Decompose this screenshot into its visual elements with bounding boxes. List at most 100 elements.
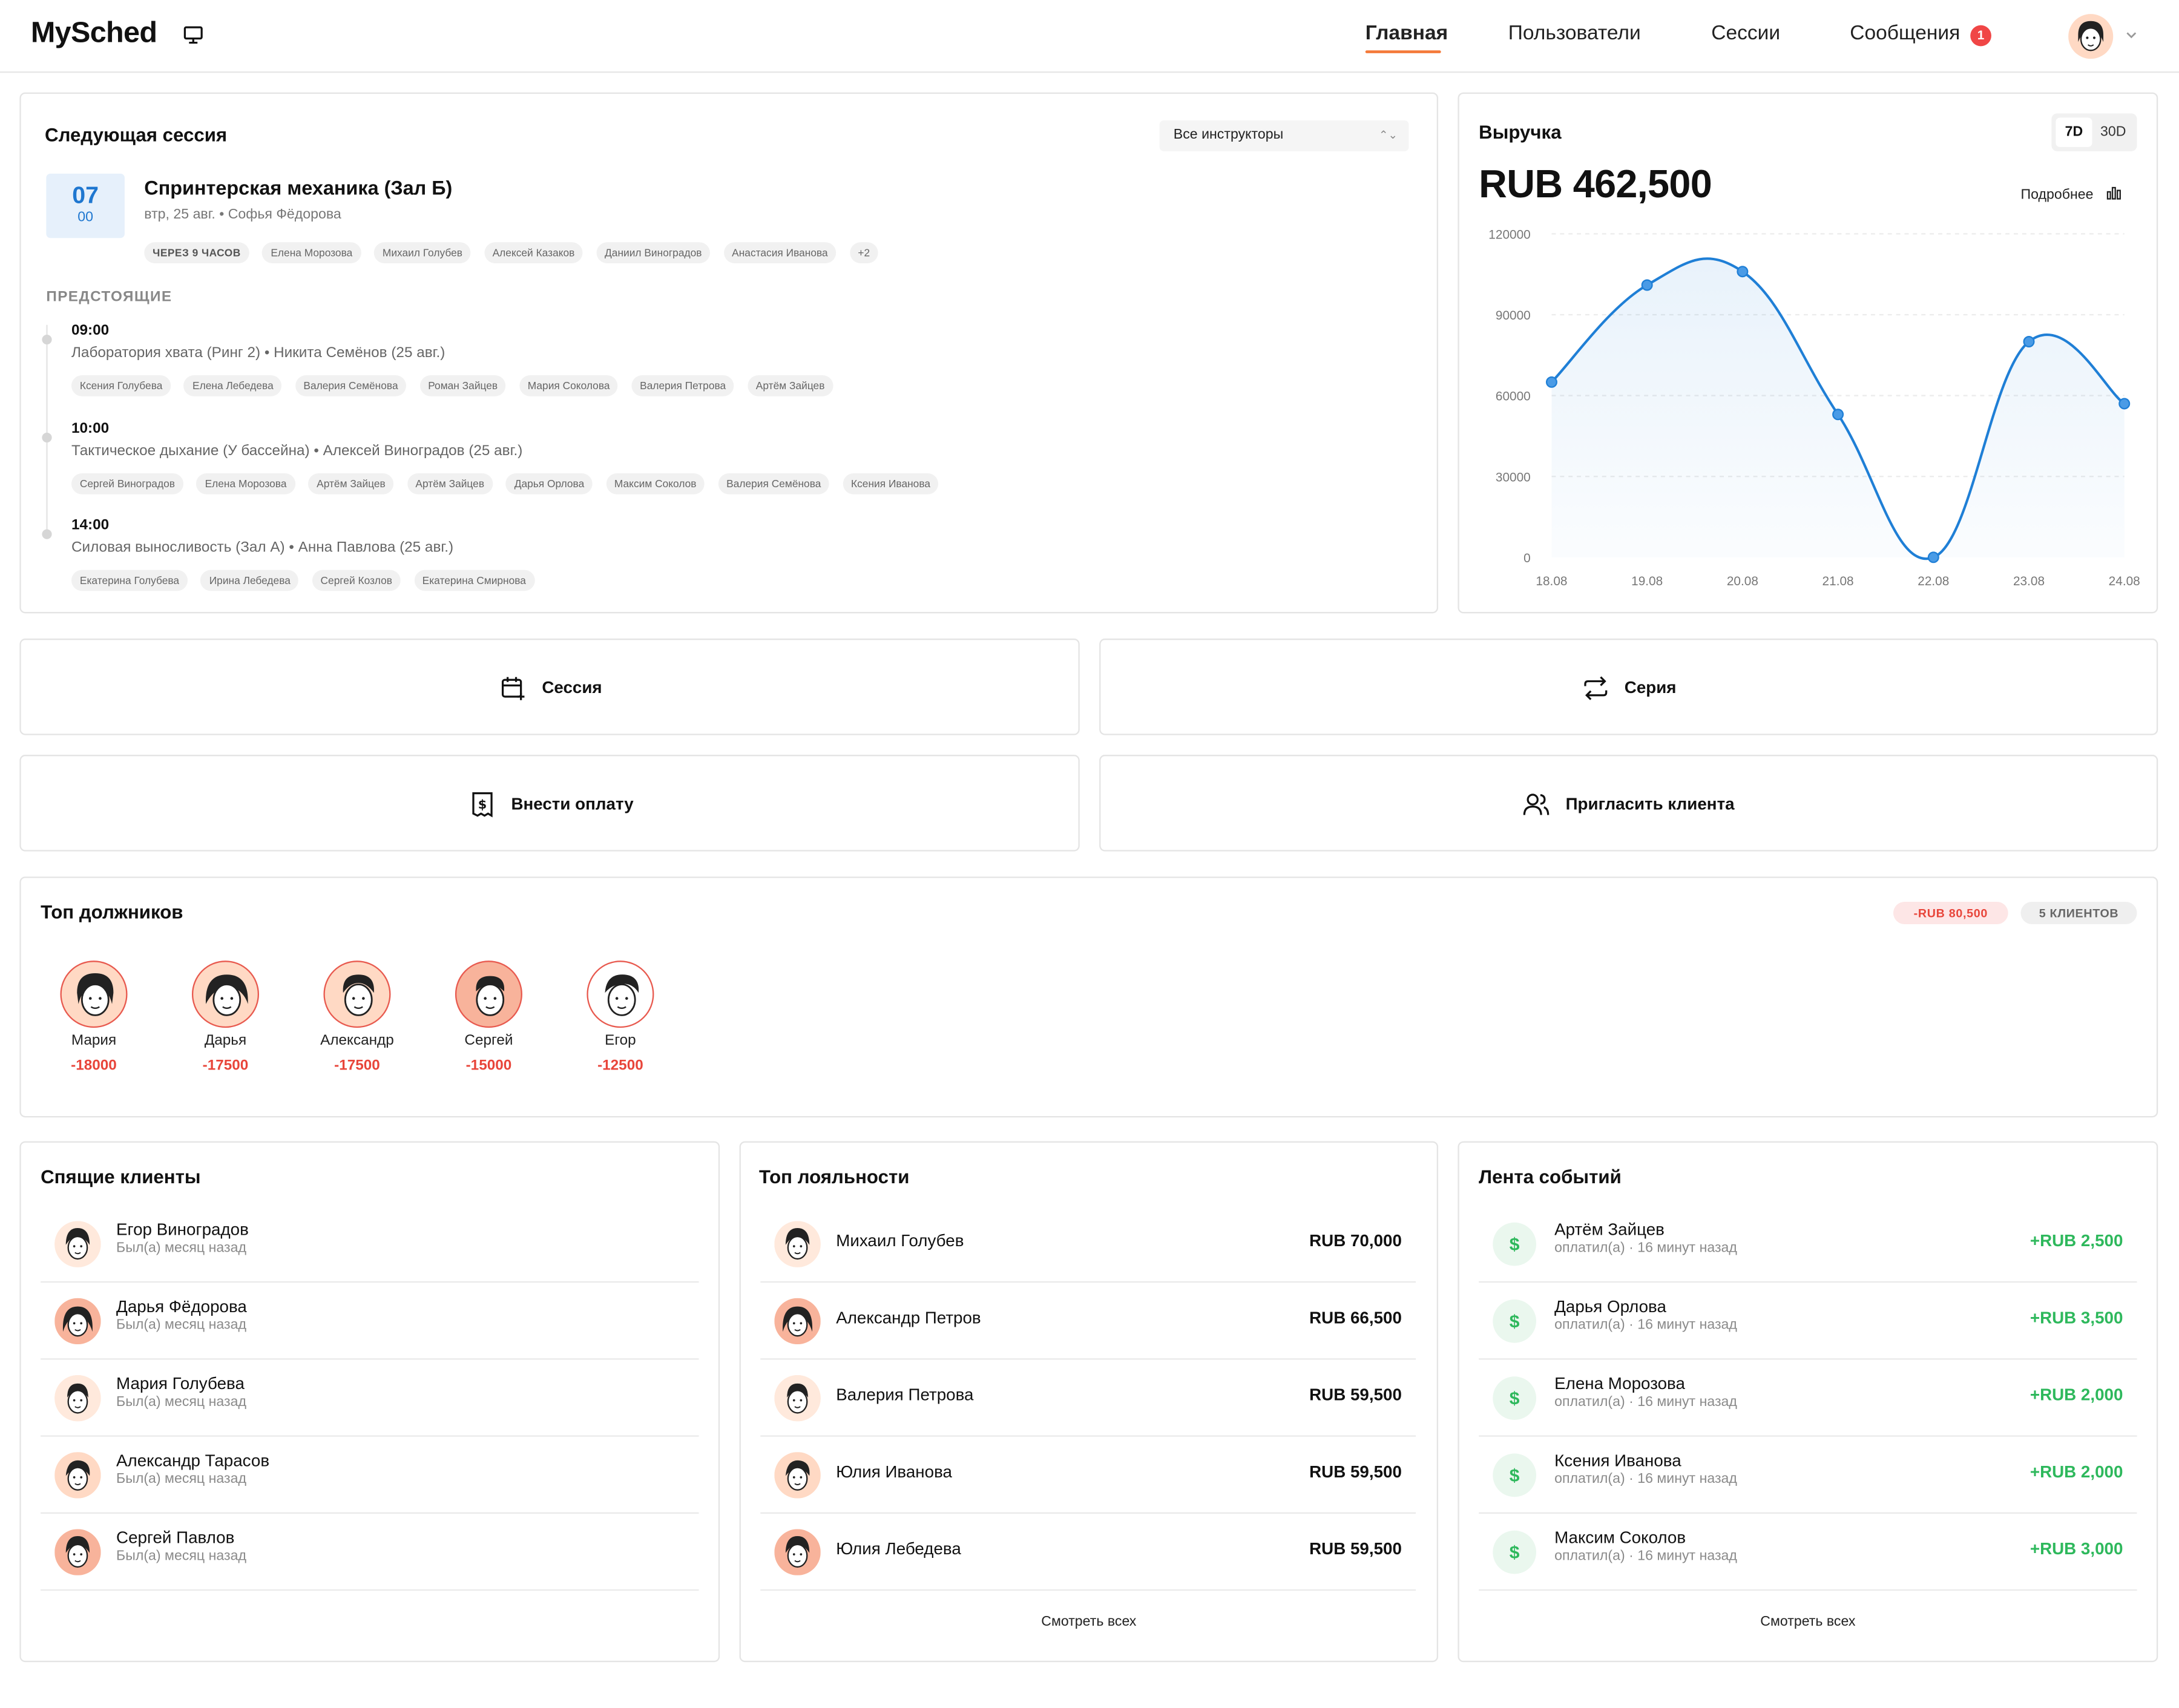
- client-name: Александр Тарасов: [116, 1450, 270, 1471]
- nav-sessions[interactable]: Сессии: [1711, 22, 1781, 45]
- list-item[interactable]: Юлия Иванова RUB 59,500: [760, 1437, 1416, 1514]
- avatar: [774, 1529, 821, 1575]
- participant-tag: Елена Морозова: [196, 473, 295, 494]
- list-item[interactable]: Сергей Павлов Был(а) месяц назад: [41, 1514, 699, 1591]
- create-session-button[interactable]: Сессия: [19, 639, 1080, 735]
- dollar-icon: $: [1493, 1530, 1537, 1574]
- avatar: [54, 1529, 101, 1575]
- client-name: Мария Голубева: [116, 1373, 245, 1394]
- revenue-details-link[interactable]: Подробнее: [2021, 185, 2121, 203]
- monitor-icon: [183, 26, 203, 44]
- session-minute: 00: [77, 210, 93, 226]
- series-area: [1551, 258, 2125, 559]
- create-session-label: Сессия: [542, 677, 602, 697]
- client-subtext: оплатил(а) · 16 минут назад: [1554, 1318, 1737, 1333]
- dollar-icon: $: [1493, 1453, 1537, 1497]
- list-item[interactable]: Валерия Петрова RUB 59,500: [760, 1360, 1416, 1437]
- client-name: Ксения Иванова: [1554, 1450, 1681, 1471]
- client-subtext: Был(а) месяц назад: [116, 1394, 246, 1410]
- participant-tag: Валерия Петрова: [631, 375, 735, 396]
- upcoming-tags: Сергей Виноградов Елена Морозова Артём З…: [71, 469, 945, 494]
- client-name: Максим Соколов: [1554, 1528, 1686, 1548]
- revenue-title: Выручка: [1479, 122, 1562, 143]
- data-point: [1737, 266, 1749, 278]
- select-arrows-icon: ⌃⌄: [1378, 128, 1398, 142]
- upcoming-tags: Ксения Голубева Елена Лебедева Валерия С…: [71, 371, 840, 396]
- users-icon: [1523, 793, 1550, 815]
- top-debtors-title: Топ должников: [41, 901, 183, 923]
- revenue-total: RUB 462,500: [1479, 162, 1712, 206]
- range-30d-button[interactable]: 30D: [2100, 124, 2126, 140]
- debtor-item[interactable]: Егор -12500: [579, 961, 663, 1074]
- next-session-card: [19, 92, 1439, 614]
- nav-users[interactable]: Пользователи: [1508, 22, 1641, 45]
- feed-row[interactable]: $ Елена Морозова оплатил(а) · 16 минут наз…: [1479, 1360, 2137, 1437]
- client-name: Елена Морозова: [1554, 1373, 1685, 1394]
- client-subtext: оплатил(а) · 16 минут назад: [1554, 1394, 1737, 1410]
- upcoming-desc[interactable]: Тактическое дыхание (У бассейна) • Алекс…: [71, 442, 523, 459]
- debtor-amount: -17500: [202, 1057, 249, 1074]
- payment-amount: +RUB 3,000: [2029, 1539, 2123, 1559]
- nav-home[interactable]: Главная: [1365, 22, 1448, 45]
- debtor-item[interactable]: Сергей -15000: [447, 961, 531, 1074]
- client-amount: RUB 59,500: [1309, 1385, 1402, 1405]
- list-item[interactable]: Михаил Голубев RUB 70,000: [760, 1206, 1416, 1283]
- avatar: [774, 1452, 821, 1499]
- debtor-amount: -12500: [597, 1057, 643, 1074]
- user-avatar[interactable]: [2068, 14, 2114, 59]
- nav-messages[interactable]: Сообщения: [1850, 22, 1960, 45]
- feed-row[interactable]: $ Ксения Иванова оплатил(а) · 16 минут наз…: [1479, 1437, 2137, 1514]
- instructor-select[interactable]: Все инструкторы ⌃⌄: [1159, 120, 1409, 151]
- list-item[interactable]: Александр Тарасов Был(а) месяц назад: [41, 1437, 699, 1514]
- more-participants-tag[interactable]: +2: [849, 242, 879, 263]
- avatar-face-icon: [205, 974, 248, 1016]
- list-item[interactable]: Александр Петров RUB 66,500: [760, 1283, 1416, 1360]
- app-logo[interactable]: MySched: [30, 16, 157, 49]
- client-name: Сергей Павлов: [116, 1528, 235, 1548]
- range-7d-button[interactable]: 7D: [2056, 117, 2092, 147]
- debtor-item[interactable]: Дарья -17500: [183, 961, 268, 1074]
- upcoming-desc[interactable]: Лаборатория хвата (Ринг 2) • Никита Семё…: [71, 344, 445, 361]
- add-payment-button[interactable]: $ Внести оплату: [19, 755, 1080, 852]
- client-amount: RUB 59,500: [1309, 1539, 1402, 1559]
- feed-row[interactable]: $ Максим Соколов оплатил(а) · 16 минут наз…: [1479, 1514, 2137, 1591]
- debtor-item[interactable]: Мария -18000: [52, 961, 136, 1074]
- debtor-item[interactable]: Александр -17500: [315, 961, 399, 1074]
- list-item[interactable]: Юлия Лебедева RUB 59,500: [760, 1514, 1416, 1591]
- x-tick-label: 22.08: [1918, 574, 1949, 588]
- client-name: Дарья Фёдорова: [116, 1296, 247, 1316]
- avatar: [60, 961, 128, 1028]
- x-tick-label: 19.08: [1631, 574, 1663, 588]
- payment-amount: +RUB 2,000: [2029, 1385, 2123, 1405]
- participant-tag: Ксения Голубева: [71, 375, 171, 396]
- create-series-button[interactable]: Серия: [1099, 639, 2158, 735]
- session-tags: ЧЕРЕЗ 9 ЧАСОВ Елена Морозова Михаил Голу…: [144, 238, 885, 263]
- feed-see-all-link[interactable]: Смотреть всех: [1760, 1614, 1856, 1631]
- y-tick-label: 30000: [1496, 470, 1531, 484]
- session-name[interactable]: Спринтерская механика (Зал Б): [144, 176, 453, 199]
- invite-client-button[interactable]: Пригласить клиента: [1099, 755, 2158, 852]
- participant-tag: Михаил Голубев: [374, 242, 471, 263]
- data-point: [1545, 376, 1557, 388]
- list-item[interactable]: Егор Виноградов Был(а) месяц назад: [41, 1206, 699, 1283]
- client-subtext: Был(а) месяц назад: [116, 1240, 246, 1256]
- timeline-dot: [42, 432, 52, 443]
- participant-tag: Елена Морозова: [262, 242, 361, 263]
- list-item[interactable]: Мария Голубева Был(а) месяц назад: [41, 1360, 699, 1437]
- y-tick-label: 0: [1523, 551, 1531, 565]
- upcoming-desc[interactable]: Силовая выносливость (Зал А) • Анна Павл…: [71, 539, 454, 556]
- participant-tag: Артём Зайцев: [407, 473, 493, 494]
- list-item[interactable]: Дарья Фёдорова Был(а) месяц назад: [41, 1283, 699, 1360]
- client-amount: RUB 70,000: [1309, 1230, 1402, 1251]
- y-tick-label: 60000: [1496, 390, 1531, 404]
- feed-row[interactable]: $ Дарья Орлова оплатил(а) · 16 минут назад…: [1479, 1283, 2137, 1360]
- participant-tag: Екатерина Голубева: [71, 570, 188, 591]
- loyalty-see-all-link[interactable]: Смотреть всех: [1041, 1614, 1137, 1631]
- y-tick-label: 90000: [1496, 309, 1531, 323]
- chevron-down-icon[interactable]: [2125, 28, 2138, 42]
- data-point: [1927, 551, 1939, 563]
- loyalty-card: [739, 1141, 1439, 1663]
- instructor-select-value: Все инструкторы: [1173, 127, 1284, 143]
- feed-row[interactable]: $ Артём Зайцев оплатил(а) · 16 минут назад…: [1479, 1206, 2137, 1283]
- avatar: [54, 1298, 101, 1345]
